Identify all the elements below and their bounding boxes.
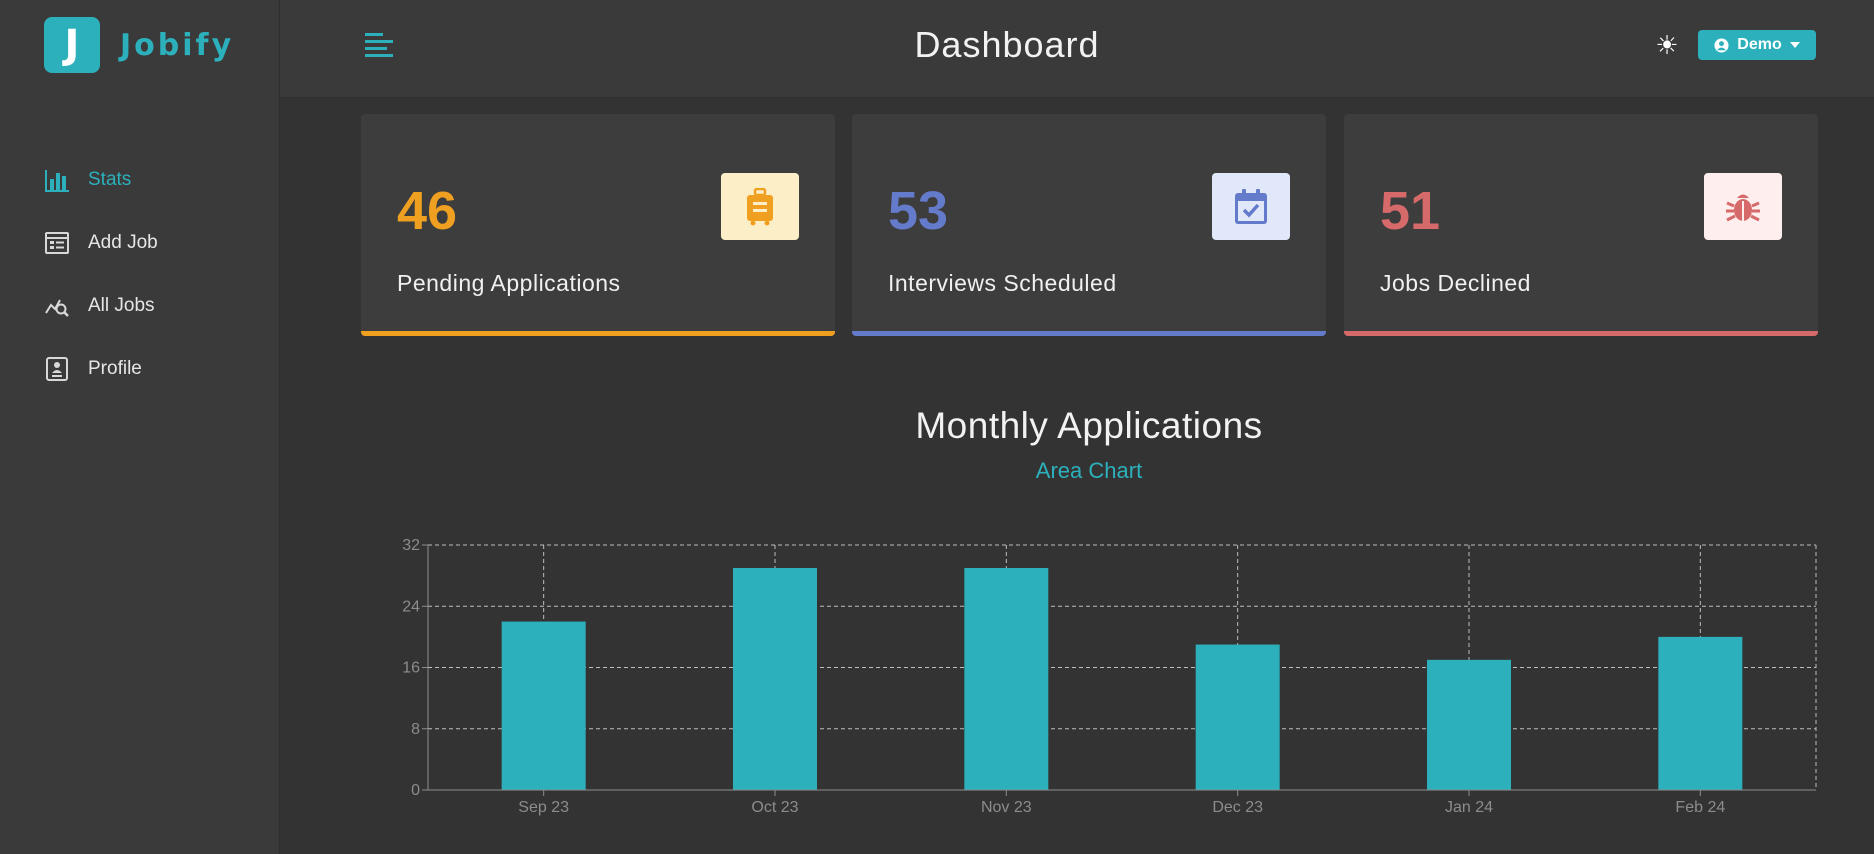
y-tick-label: 24 bbox=[402, 598, 420, 615]
y-tick-label: 16 bbox=[402, 660, 420, 677]
sidebar-item-label: All Jobs bbox=[88, 294, 155, 316]
stat-accent-bar bbox=[852, 331, 1326, 336]
chart-bar[interactable] bbox=[501, 621, 586, 790]
sidebar: J Jobify Stats Add Job All Jobs Profile bbox=[0, 0, 280, 854]
stat-card-interviews: 53 Interviews Scheduled bbox=[852, 114, 1326, 336]
sidebar-item-add-job[interactable]: Add Job bbox=[44, 211, 158, 274]
bar-chart-icon bbox=[44, 167, 70, 193]
x-tick-label: Nov 23 bbox=[981, 799, 1032, 816]
sidebar-item-label: Profile bbox=[88, 357, 142, 379]
menu-toggle-icon[interactable] bbox=[365, 30, 395, 60]
page-title: Dashboard bbox=[914, 24, 1100, 65]
sidebar-nav: Stats Add Job All Jobs Profile bbox=[44, 148, 158, 400]
top-navbar: Dashboard ☀ Demo bbox=[280, 0, 1874, 98]
chart-bar[interactable] bbox=[964, 567, 1049, 790]
chart-bar[interactable] bbox=[1427, 659, 1511, 790]
y-tick-label: 0 bbox=[411, 782, 420, 799]
chart-bar[interactable] bbox=[1195, 644, 1280, 790]
stat-count: 53 bbox=[888, 181, 949, 241]
calendar-check-icon bbox=[1212, 173, 1290, 240]
bug-icon bbox=[1704, 173, 1782, 240]
x-tick-label: Feb 24 bbox=[1675, 799, 1725, 816]
x-tick-label: Sep 23 bbox=[518, 799, 569, 816]
x-tick-label: Dec 23 bbox=[1212, 799, 1263, 816]
y-tick-label: 8 bbox=[411, 721, 420, 738]
sidebar-item-profile[interactable]: Profile bbox=[44, 337, 158, 400]
search-chart-icon bbox=[44, 293, 70, 319]
x-tick-label: Jan 24 bbox=[1445, 799, 1493, 816]
stat-label: Jobs Declined bbox=[1380, 270, 1531, 296]
user-circle-icon bbox=[1714, 37, 1729, 53]
y-tick-label: 32 bbox=[402, 537, 420, 554]
chart-title: Monthly Applications bbox=[915, 405, 1263, 446]
sidebar-item-label: Stats bbox=[88, 168, 132, 190]
user-menu-button[interactable]: Demo bbox=[1698, 30, 1816, 60]
form-icon bbox=[44, 230, 70, 256]
chart-bar[interactable] bbox=[1658, 636, 1743, 790]
sidebar-item-label: Add Job bbox=[88, 231, 158, 253]
stat-accent-bar bbox=[361, 331, 835, 336]
sidebar-item-stats[interactable]: Stats bbox=[44, 148, 158, 211]
stat-label: Pending Applications bbox=[397, 270, 621, 296]
stat-card-declined: 51 Jobs Declined bbox=[1344, 114, 1818, 336]
stat-card-pending: 46 Pending Applications bbox=[361, 114, 835, 336]
suitcase-icon bbox=[721, 173, 799, 240]
chart-bar[interactable] bbox=[733, 567, 817, 790]
x-tick-label: Oct 23 bbox=[751, 799, 798, 816]
logo[interactable]: J Jobify bbox=[44, 17, 234, 73]
stat-count: 51 bbox=[1380, 181, 1441, 241]
monthly-applications-chart: 0 8 16 24 32 Sep 23 Oct 23 Nov 23 Dec 23 Jan 24 Fe… bbox=[402, 537, 1817, 816]
id-card-icon bbox=[44, 356, 70, 382]
logo-mark: J bbox=[44, 17, 100, 73]
sidebar-item-all-jobs[interactable]: All Jobs bbox=[44, 274, 158, 337]
caret-down-icon bbox=[1789, 42, 1800, 48]
stat-accent-bar bbox=[1344, 331, 1818, 336]
stat-count: 46 bbox=[397, 181, 458, 241]
stat-label: Interviews Scheduled bbox=[888, 270, 1117, 296]
logo-text: Jobify bbox=[120, 27, 235, 63]
sun-icon[interactable]: ☀ bbox=[1655, 30, 1679, 60]
chart-type-toggle[interactable]: Area Chart bbox=[1035, 458, 1143, 483]
user-menu-label: Demo bbox=[1737, 36, 1782, 53]
